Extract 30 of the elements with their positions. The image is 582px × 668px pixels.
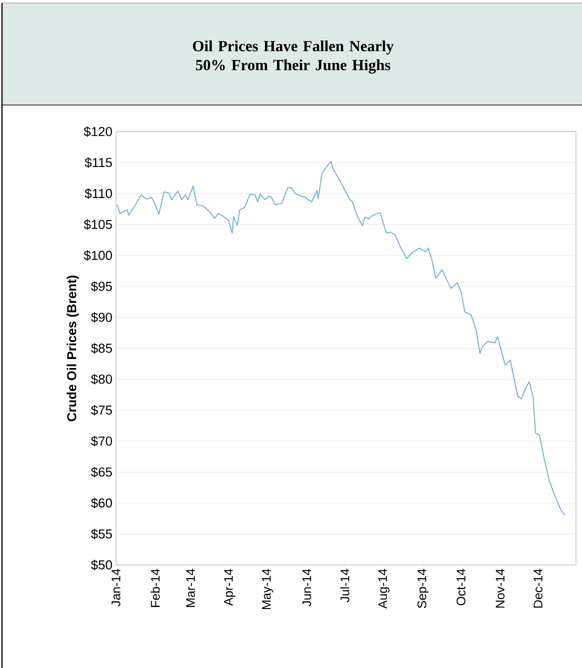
x-tick-label: Jun-14 [302,568,312,606]
x-tick-label: Jul-14 [340,568,350,602]
x-tick-label: Aug-14 [378,568,390,609]
x-tick-label: Jan-14 [112,568,120,606]
y-tick-label: $85 [91,343,112,354]
x-tick-label: Nov-14 [496,568,505,608]
y-tick-label: $75 [91,404,112,416]
y-tick-label: $120 [84,126,112,137]
y-tick-label: $115 [84,157,112,168]
y-tick-label: $50 [91,560,112,570]
y-tick-label: $60 [91,498,112,508]
x-tick-label: May-14 [262,568,274,610]
y-tick-label: $105 [84,219,112,230]
y-tick-label: $80 [91,374,112,385]
y-tick-label: $55 [91,528,112,540]
y-axis-title: Crude Oil Prices (Brent) [66,276,79,422]
x-tick-label: Apr-14 [224,568,236,606]
x-tick-label: Oct-14 [456,568,466,606]
chart-title: Oil Prices Have Fallen Nearly 50% From Their June Highs [192,40,394,74]
x-tick-label: Dec-14 [534,568,542,608]
x-tick-label: Sep-14 [417,568,429,608]
y-tick-label: $65 [91,466,112,478]
y-tick-label: $110 [84,188,112,199]
y-tick-label: $95 [91,281,112,292]
x-tick-label: Mar-14 [186,568,195,607]
y-tick-label: $100 [84,250,112,261]
x-tick-label: Feb-14 [150,568,160,607]
y-tick-label: $90 [91,312,112,323]
line-series [116,160,566,516]
y-tick-label: $70 [91,436,112,446]
